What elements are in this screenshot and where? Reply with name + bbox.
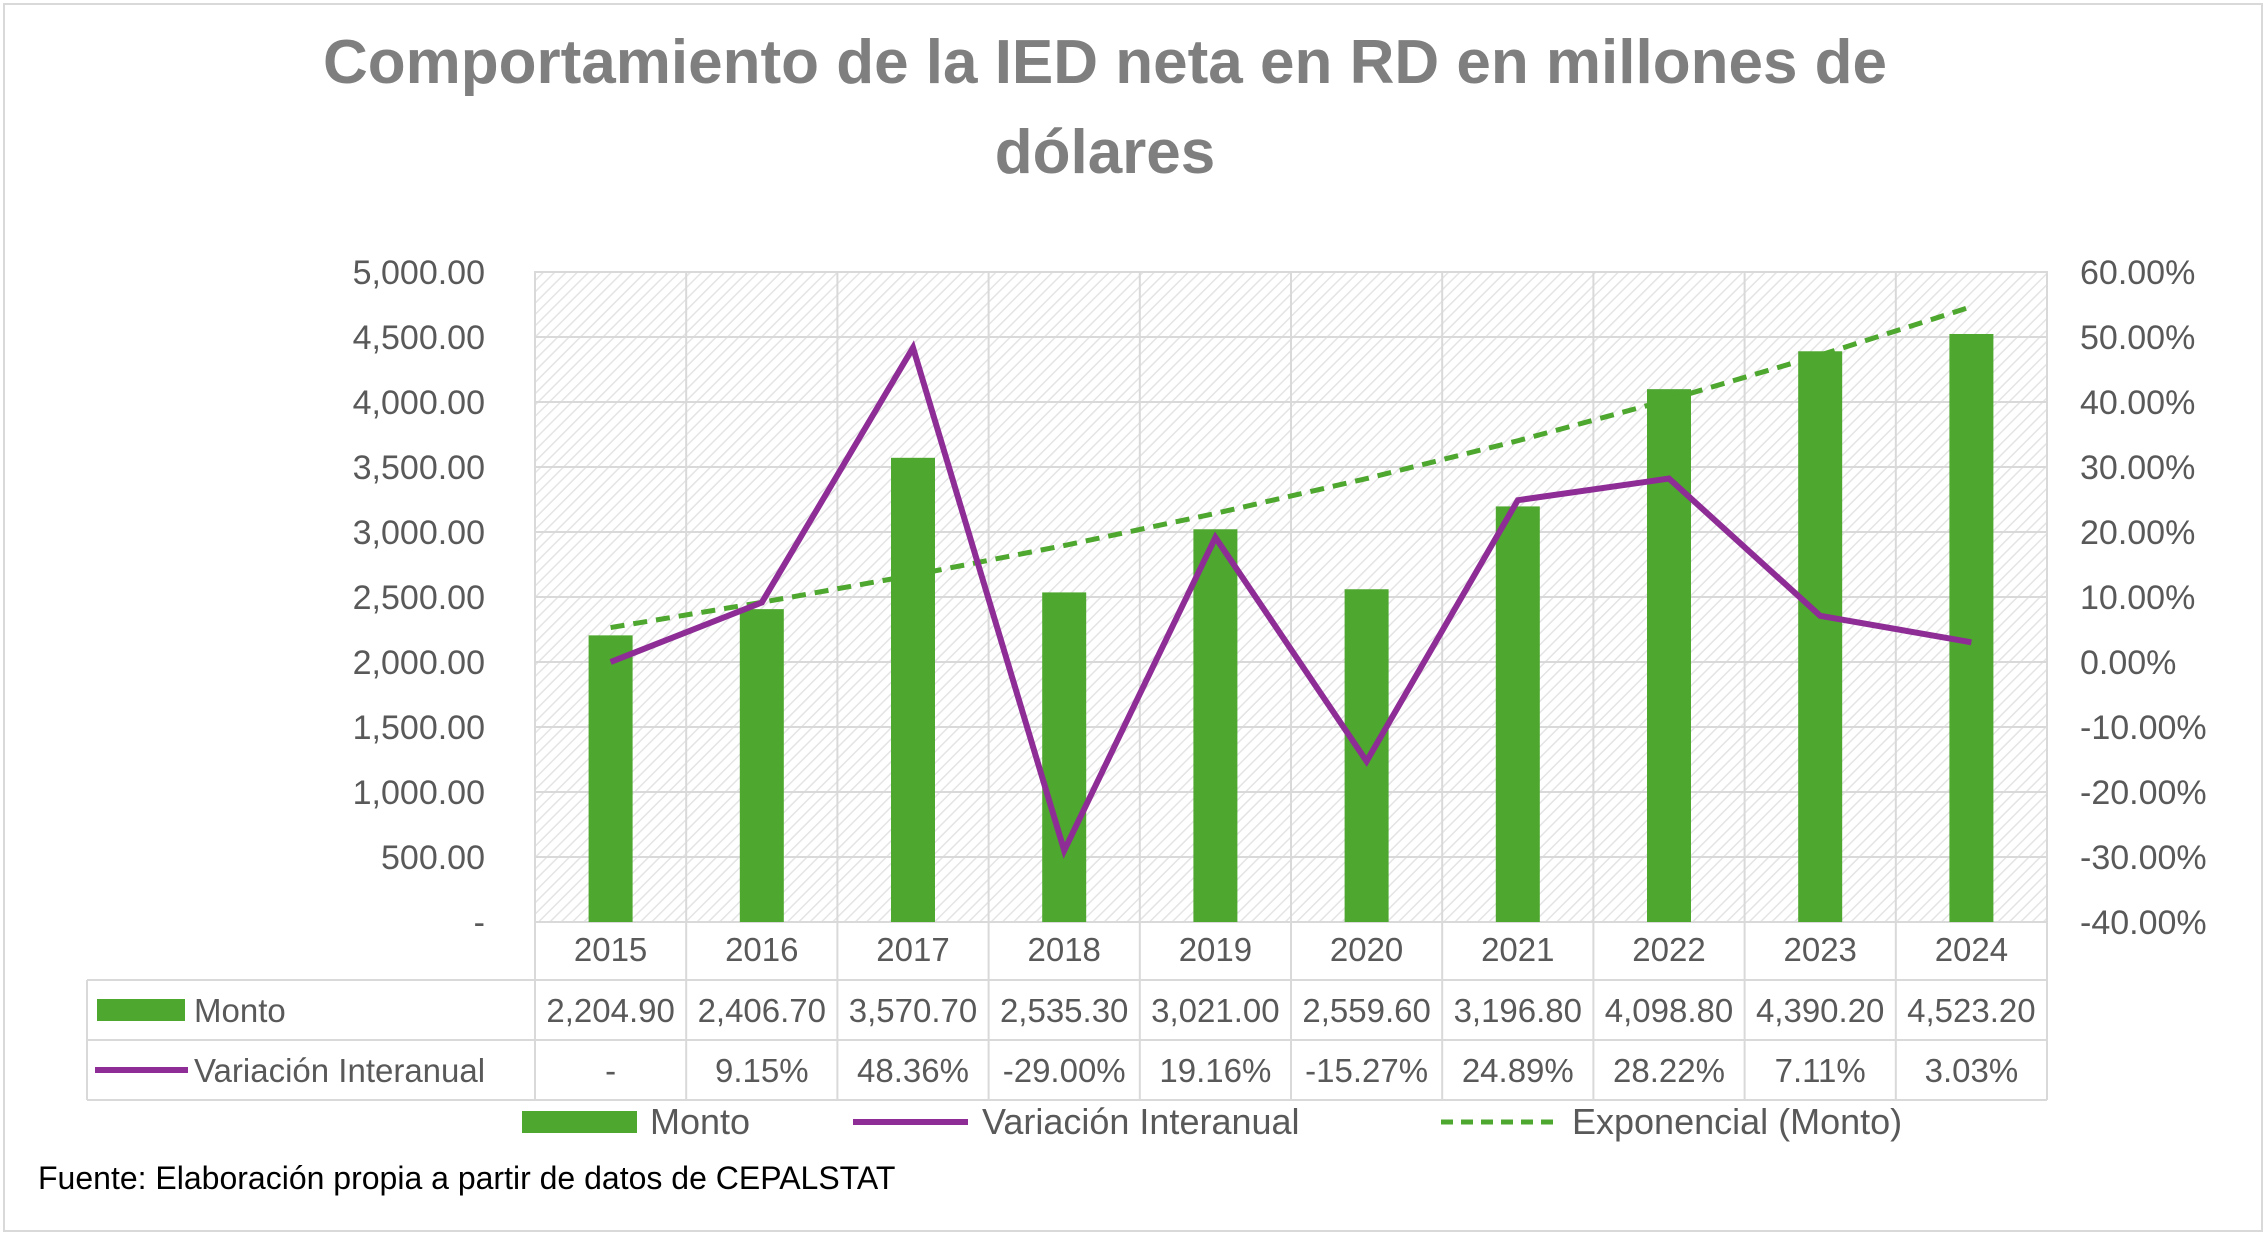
trendline-path (610, 304, 1973, 631)
legend-label: Exponencial (Monto) (1572, 1101, 1902, 1142)
right-tick-label: 50.00% (2080, 319, 2195, 357)
chart-title-line-1: Comportamiento de la IED neta en RD en m… (322, 28, 1888, 97)
data-table: 2015 2016 2017 2018 2019 2020 2021 2022 2023 2024… (86, 931, 2047, 1101)
legend-key-monto (522, 1111, 637, 1133)
bar-monto (739, 609, 784, 922)
right-tick-label: -30.00% (2080, 839, 2207, 877)
table-cell: 2,204.90 (546, 992, 674, 1029)
left-tick-label: 3,500.00 (353, 449, 485, 487)
bar-monto (1495, 506, 1540, 922)
variacion-line (609, 340, 1972, 859)
table-cell: 3,196.80 (1454, 992, 1582, 1029)
table-cell: - (605, 1052, 616, 1089)
right-tick-label: 10.00% (2080, 579, 2195, 617)
category-label: 2015 (574, 931, 647, 968)
bar-monto (1647, 389, 1691, 922)
table-cell: 3.03% (1925, 1052, 2019, 1089)
table-cell: 2,406.70 (698, 992, 826, 1029)
category-label: 2022 (1632, 931, 1705, 968)
right-tick-label: 60.00% (2080, 254, 2195, 292)
legend: Monto Variación Interanual Exponencial (Mo… (522, 1101, 1902, 1142)
legend-label: Monto (650, 1101, 750, 1142)
table-key-bar (97, 999, 185, 1021)
left-axis: - 500.00 1,000.00 1,500.00 2,000.00 2,500.00 3… (353, 254, 485, 942)
table-cell: 7.11% (1775, 1052, 1866, 1089)
bar-monto (891, 457, 935, 922)
table-cell: -29.00% (1003, 1052, 1126, 1089)
left-tick-label: 1,500.00 (353, 709, 485, 747)
variacion-path (609, 340, 1972, 859)
category-label: 2018 (1027, 931, 1100, 968)
table-cell: 9.15% (715, 1052, 809, 1089)
table-cell: 3,570.70 (849, 992, 977, 1029)
right-tick-label: 0.00% (2080, 644, 2176, 682)
category-label: 2017 (876, 931, 949, 968)
chart-frame (3, 3, 2263, 1232)
category-label: 2020 (1330, 931, 1403, 968)
table-cell: 4,390.20 (1756, 992, 1884, 1029)
right-tick-label: 40.00% (2080, 384, 2195, 422)
left-tick-label: 4,500.00 (353, 319, 485, 357)
left-tick-label: 4,000.00 (353, 384, 485, 422)
source-note: Fuente: Elaboración propia a partir de d… (38, 1160, 896, 1196)
table-row-label: Monto (194, 992, 286, 1029)
right-axis: -40.00% -30.00% -20.00% -10.00% 0.00% 10.00% 2… (2080, 254, 2207, 942)
left-tick-label: 500.00 (381, 839, 485, 877)
table-cell: 24.89% (1462, 1052, 1574, 1089)
left-tick-label: 2,500.00 (353, 579, 485, 617)
table-cell: 4,098.80 (1605, 992, 1733, 1029)
table-cell: 28.22% (1613, 1052, 1725, 1089)
monto-bars (588, 333, 1994, 922)
left-tick-label: 1,000.00 (353, 774, 485, 812)
right-tick-label: -10.00% (2080, 709, 2207, 747)
table-cell: 19.16% (1159, 1052, 1271, 1089)
left-tick-label: - (474, 904, 485, 942)
table-cell: 3,021.00 (1151, 992, 1279, 1029)
bar-monto (1193, 529, 1238, 922)
table-row-label: Variación Interanual (194, 1052, 485, 1089)
table-cell: 48.36% (857, 1052, 969, 1089)
legend-label: Variación Interanual (982, 1101, 1300, 1142)
category-label: 2024 (1935, 931, 2008, 968)
category-label: 2019 (1179, 931, 1252, 968)
left-tick-label: 5,000.00 (353, 254, 485, 292)
category-label: 2023 (1783, 931, 1856, 968)
chart-title-line-2: dólares (994, 118, 1216, 187)
bar-monto (588, 635, 633, 922)
gridlines (534, 271, 2048, 1100)
chart-title: Comportamiento de la IED neta en RD en m… (0, 18, 2210, 198)
bar-monto (1798, 351, 1843, 922)
table-cell: 4,523.20 (1907, 992, 2035, 1029)
trendline (610, 304, 1973, 631)
table-cell: -15.27% (1305, 1052, 1428, 1089)
bar-monto (1949, 333, 1994, 922)
left-tick-label: 3,000.00 (353, 514, 485, 552)
left-tick-label: 2,000.00 (353, 644, 485, 682)
right-tick-label: 20.00% (2080, 514, 2195, 552)
right-tick-label: -40.00% (2080, 904, 2207, 942)
right-tick-label: -20.00% (2080, 774, 2207, 812)
category-label: 2016 (725, 931, 798, 968)
right-tick-label: 30.00% (2080, 449, 2195, 487)
table-cell: 2,559.60 (1302, 992, 1430, 1029)
category-label: 2021 (1481, 931, 1554, 968)
bar-monto (1042, 592, 1087, 922)
table-cell: 2,535.30 (1000, 992, 1128, 1029)
